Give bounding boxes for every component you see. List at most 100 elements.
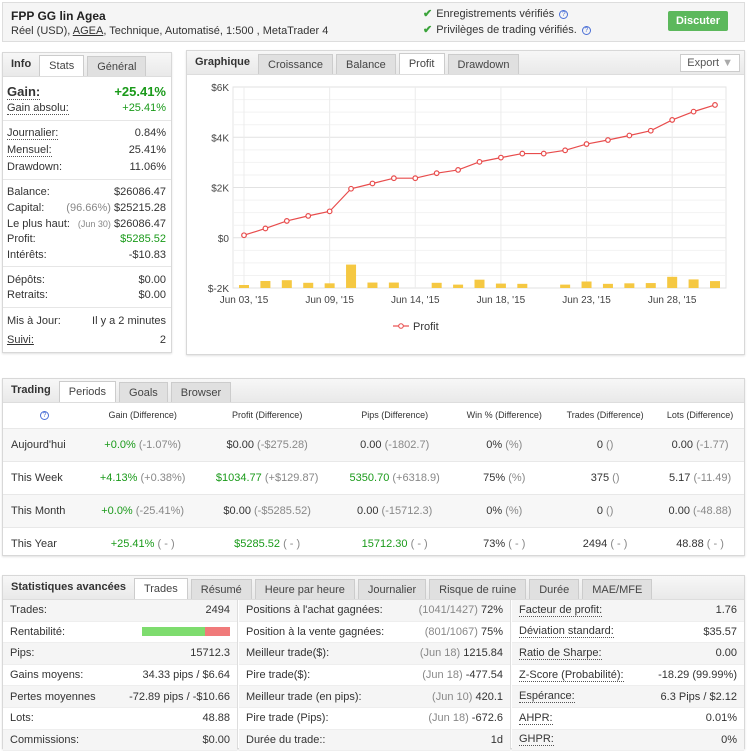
stats-column-1: Trades: 2494 Rentabilité: Pips: 15712.3 Gai… xyxy=(3,600,238,751)
stat-label: Pire trade($): xyxy=(246,669,311,682)
table-cell: +4.13% (+0.38%) xyxy=(85,460,200,494)
cell-difference: (%) xyxy=(508,471,526,484)
profit-label: Profit: xyxy=(7,233,36,245)
profit-point xyxy=(690,108,697,115)
tab-browser[interactable]: Browser xyxy=(170,382,232,402)
stat-label: GHPR: xyxy=(519,733,554,747)
table-cell: $0.00 (-$275.28) xyxy=(199,427,335,461)
cell-value: +0.0% xyxy=(101,504,133,517)
tab-advanced-0[interactable]: Trades xyxy=(133,578,188,599)
help-icon[interactable]: ? xyxy=(559,9,569,19)
daily-profit-bar xyxy=(239,285,249,288)
tab-balance[interactable]: Balance xyxy=(336,54,396,74)
export-dropdown[interactable]: Export ▼ xyxy=(680,54,740,72)
tab-growth[interactable]: Croissance xyxy=(258,54,334,74)
period-label: This Month xyxy=(3,493,86,527)
discuss-button[interactable]: Discuter xyxy=(667,11,728,31)
help-icon[interactable]: ? xyxy=(581,25,591,35)
tab-stats[interactable]: Stats xyxy=(39,55,85,76)
verified-privileges: ✔ Privilèges de trading vérifiés.? xyxy=(423,23,591,36)
broker-link[interactable]: AGEA xyxy=(72,25,104,37)
period-label: This Year xyxy=(3,526,86,560)
profit-point xyxy=(390,175,397,182)
advanced-tabbar: Statistiques avancées Trades Résumé Heure … xyxy=(3,576,744,600)
cell-difference: ( - ) xyxy=(283,537,301,550)
period-label: This Week xyxy=(3,460,86,494)
stat-label: Pire trade (Pips): xyxy=(246,712,329,725)
tab-general[interactable]: Général xyxy=(87,56,147,76)
check-icon: ✔ xyxy=(423,24,433,36)
profit-value: $5285.52 xyxy=(120,233,166,245)
table-cell: 375 () xyxy=(554,460,657,494)
profit-point xyxy=(712,102,718,108)
tab-advanced-3[interactable]: Journalier xyxy=(357,579,427,599)
legend-label[interactable]: Profit xyxy=(413,321,439,333)
stat-detail: (1041/1427) xyxy=(418,604,478,617)
updated-label: Mis à Jour: xyxy=(7,315,61,327)
table-cell: 0 () xyxy=(554,427,657,461)
profit-point xyxy=(605,137,611,143)
help-header[interactable]: ? xyxy=(3,403,86,428)
table-cell: 15712.30 ( - ) xyxy=(334,526,455,560)
profit-point xyxy=(283,218,290,224)
stat-value: 0.00 xyxy=(715,647,737,660)
withdrawals-label: Retraits: xyxy=(7,289,48,301)
x-tick-label: Jun 28, '15 xyxy=(648,295,697,306)
tab-advanced-2[interactable]: Heure par heure xyxy=(254,579,355,599)
stat-value: 75% xyxy=(480,625,503,638)
stat-label: Position à la vente gagnées: xyxy=(246,625,385,638)
chart-tabbar: Graphique Croissance Balance Profit Draw… xyxy=(187,51,744,75)
stat-row: Rentabilité: xyxy=(3,622,237,644)
chart-title: Graphique xyxy=(195,56,251,68)
daily-profit-bar xyxy=(560,284,571,288)
cell-value: 73% xyxy=(483,537,506,550)
profit-point xyxy=(583,141,590,147)
stat-value: 15712.3 xyxy=(190,647,230,660)
legend-marker xyxy=(398,323,404,329)
stats-column-3: Facteur de profit: 1.76 Déviation standar… xyxy=(512,600,744,751)
stat-value: 1d xyxy=(490,733,503,746)
profit-point xyxy=(562,147,569,154)
tab-drawdown[interactable]: Drawdown xyxy=(447,54,520,74)
followers-link[interactable]: Suivi: xyxy=(7,334,34,346)
export-label: Export xyxy=(687,57,720,69)
updated-value: Il y a 2 minutes xyxy=(92,315,166,327)
profit-point xyxy=(262,225,269,232)
daily-profit-bar xyxy=(260,280,271,288)
daily-profit-bar xyxy=(581,281,592,288)
tab-profit[interactable]: Profit xyxy=(398,53,445,74)
stat-value: 1.76 xyxy=(715,604,737,617)
cell-difference: (%) xyxy=(505,438,523,451)
stat-row: Pertes moyennes -72.89 pips / -$10.66 xyxy=(3,686,237,708)
table-row: This Week +4.13% (+0.38%) $1034.77 (+$129.… xyxy=(3,460,744,494)
tab-goals[interactable]: Goals xyxy=(119,382,168,402)
tab-advanced-5[interactable]: Durée xyxy=(529,579,580,599)
stat-value: 420.1 xyxy=(475,690,503,703)
y-tick-label: $0 xyxy=(218,234,230,245)
account-subtitle: Réel (USD), AGEA, Technique, Automatisé,… xyxy=(11,25,328,37)
stat-label: Trades: xyxy=(10,604,47,617)
cell-difference: (-1.07%) xyxy=(138,438,182,451)
stat-label: Durée du trade:: xyxy=(246,733,326,746)
profitability-bar xyxy=(142,627,230,637)
tab-advanced-6[interactable]: MAE/MFE xyxy=(582,579,653,599)
stat-row: Pips: 15712.3 xyxy=(3,643,237,665)
cell-difference: () xyxy=(612,471,620,484)
tab-advanced-1[interactable]: Résumé xyxy=(190,579,252,599)
drawdown-value: 11.06% xyxy=(129,161,167,173)
tab-periods[interactable]: Periods xyxy=(58,381,117,402)
table-cell: 5350.70 (+6318.9) xyxy=(334,460,455,494)
stat-label: Rentabilité: xyxy=(10,625,66,638)
profit-point xyxy=(412,175,419,182)
sub-prefix: Réel (USD), xyxy=(11,25,73,37)
account-title: FPP GG lin Agea xyxy=(11,9,106,23)
stat-detail: (Jun 10) xyxy=(432,690,473,703)
chart-panel: Graphique Croissance Balance Profit Draw… xyxy=(186,50,745,355)
tab-advanced-4[interactable]: Risque de ruine xyxy=(429,579,527,599)
stat-row: Meilleur trade (en pips): (Jun 10) 420.1 xyxy=(239,686,510,708)
cell-difference: (-48.88) xyxy=(693,504,732,517)
help-icon[interactable]: ? xyxy=(39,411,49,421)
monthly-label: Mensuel: xyxy=(7,144,52,157)
table-row: Aujourd'hui +0.0% (-1.07%) $0.00 (-$275.28… xyxy=(3,427,744,461)
highest-date: (Jun 30) xyxy=(77,219,111,229)
